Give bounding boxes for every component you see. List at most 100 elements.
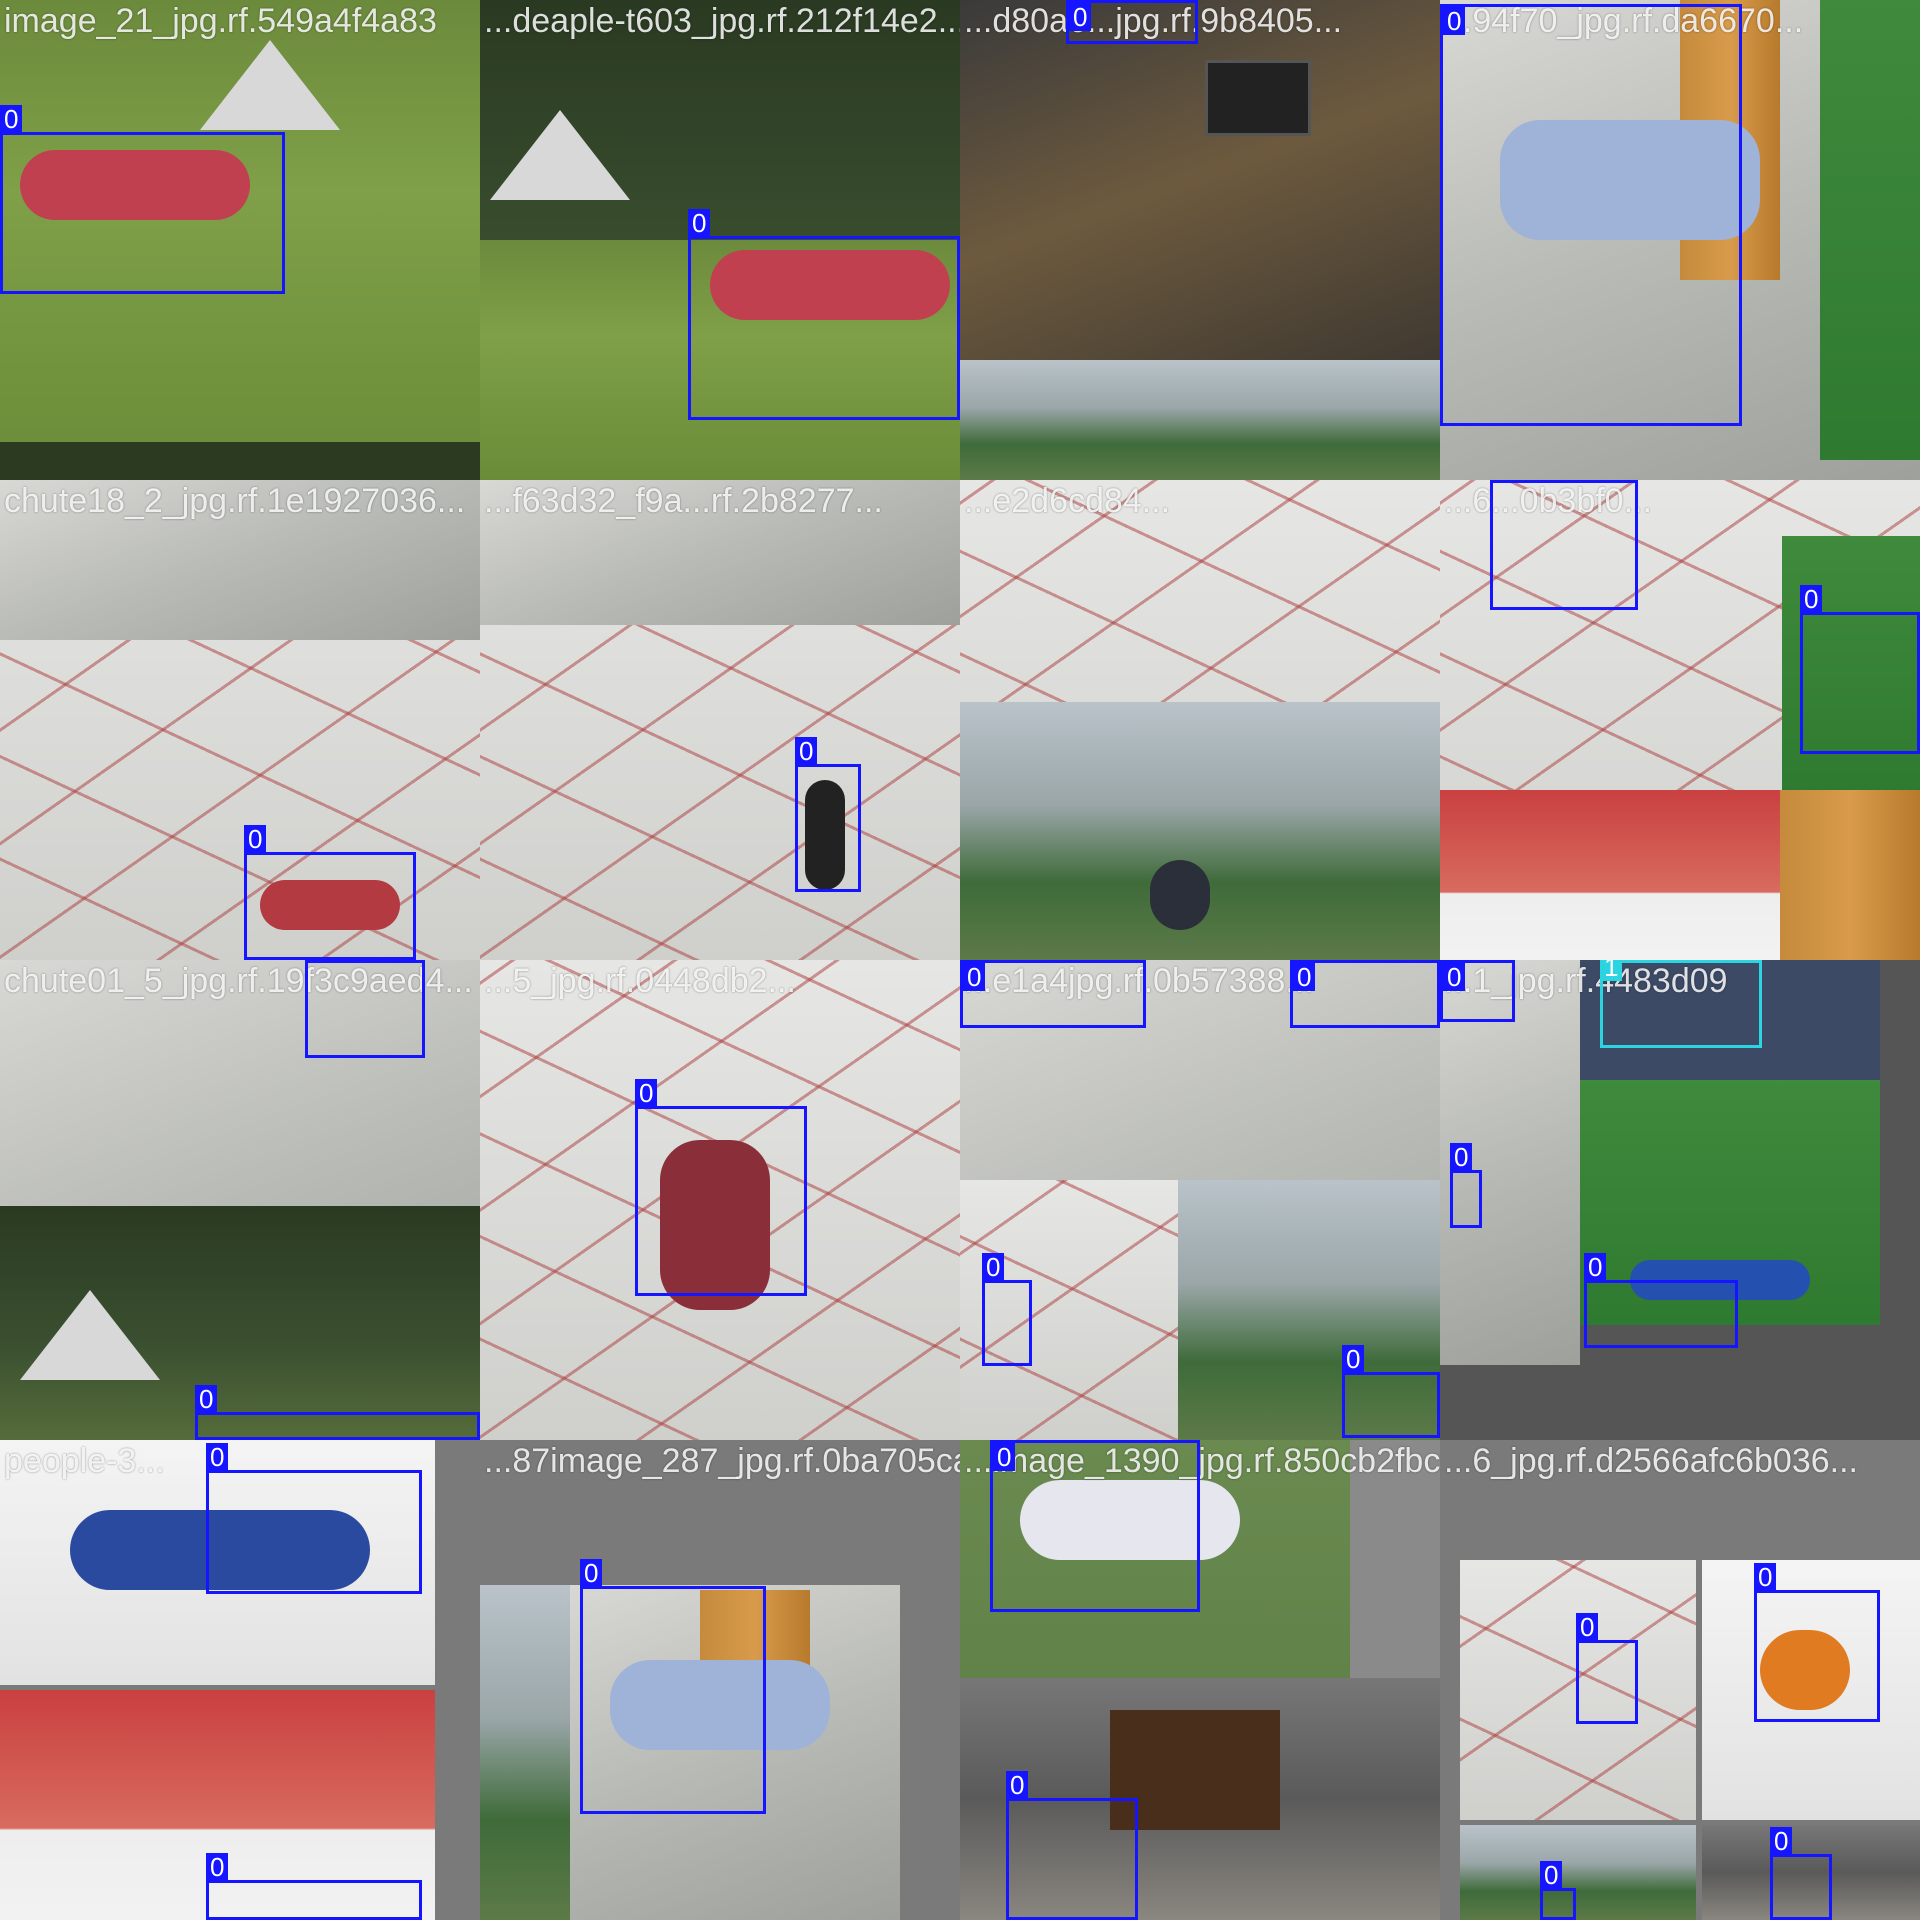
- class-label: 0: [635, 1079, 658, 1107]
- detection-box: 0: [1066, 0, 1198, 44]
- class-label: 0: [244, 825, 267, 853]
- filename-label: ...6_jpg.rf.d2566afc6b036...: [1444, 1442, 1858, 1480]
- filename-label: ...6...0b3bf0...: [1444, 482, 1652, 520]
- street-panel: [1178, 1180, 1440, 1440]
- tile-15: ...image_1390_jpg.rf.850cb2fbc... 0 0: [960, 1440, 1440, 1920]
- class-label: 0: [1443, 963, 1466, 991]
- class-label: 0: [1450, 1143, 1473, 1171]
- detection-box: 0: [244, 825, 416, 960]
- class-label: 0: [195, 1385, 218, 1413]
- tile-16: ...6_jpg.rf.d2566afc6b036... 0 0 0 0: [1440, 1440, 1920, 1920]
- class-label: 0: [1576, 1613, 1599, 1641]
- filename-label: ...e2d6cd84...: [964, 482, 1171, 520]
- tile-10: ...5_jpg.rf.0448db2... 0: [480, 960, 960, 1440]
- filename-label: chute01_5_jpg.rf.19f3c9aed4...: [4, 962, 473, 1000]
- bench: [1110, 1710, 1280, 1830]
- fallen-person: [260, 880, 400, 930]
- filename-label: ...f63d32_f9a...rf.2b8277...: [484, 482, 883, 520]
- tile-7: ...e2d6cd84...: [960, 480, 1440, 960]
- class-label: 0: [1800, 585, 1823, 613]
- class-label: 0: [1069, 3, 1092, 31]
- class-label: 1: [1600, 960, 1623, 981]
- filename-label: people-3...: [4, 1442, 165, 1480]
- door-panel: [1780, 790, 1920, 960]
- detection-box: 0: [960, 960, 1146, 1028]
- tile-11: ...e1a4jpg.rf.0b57388... 0 0 0 0: [960, 960, 1440, 1440]
- class-label: 0: [795, 737, 818, 765]
- detection-box: 0: [795, 737, 861, 892]
- tile-2: ...deaple-t603_jpg.rf.212f14e2... 0: [480, 0, 960, 480]
- detection-box: 0: [1490, 480, 1638, 610]
- fallen-person: [710, 250, 950, 320]
- detection-box: 0: [1584, 1253, 1738, 1348]
- class-label: 0: [206, 1443, 229, 1471]
- fallen-person: [805, 780, 845, 890]
- tile-4: ...94f70_jpg.rf.da6670... 0: [1440, 0, 1920, 480]
- class-label: 0: [0, 105, 23, 133]
- detection-box: 0: [1576, 1613, 1638, 1724]
- filename-label: ...image_1390_jpg.rf.850cb2fbc...: [964, 1442, 1440, 1480]
- tent: [490, 110, 630, 200]
- class-label: 0: [206, 1853, 229, 1881]
- tile-12: ...1_jpg.rf.4483d09 0 1 0 0: [1440, 960, 1920, 1440]
- grey-panel: [1350, 1440, 1440, 1680]
- detection-box: 0: [990, 1440, 1200, 1612]
- tile-3: ...d80a6...jpg.rf.9b8405... 0: [960, 0, 1440, 480]
- detection-box: 0: [580, 1559, 766, 1814]
- top-panel: [480, 480, 960, 625]
- class-label: 0: [1490, 480, 1513, 481]
- detection-box: 0: [0, 105, 285, 294]
- class-label: 0: [580, 1559, 603, 1587]
- detection-box: 0: [1754, 1563, 1880, 1722]
- detection-box: 0: [1290, 960, 1440, 1028]
- bench-panel: [1702, 1825, 1920, 1920]
- filename-label: image_21_jpg.rf.549a4f4a83: [4, 2, 437, 40]
- detection-box: 0: [688, 209, 960, 420]
- office-panel: [960, 1180, 1178, 1440]
- street-strip: [960, 360, 1440, 480]
- filename-label: ...87image_287_jpg.rf.0ba705caf6...: [484, 1442, 960, 1480]
- crouching-person: [1150, 860, 1210, 930]
- filename-label: ...d80a6...jpg.rf.9b8405...: [964, 2, 1343, 40]
- detection-box-class-1: 1: [1600, 960, 1762, 1048]
- detection-box: 0: [1440, 960, 1515, 1022]
- filename-label: ...e1a4jpg.rf.0b57388...: [964, 962, 1314, 1000]
- tile-1: image_21_jpg.rf.549a4f4a83 0: [0, 0, 480, 480]
- top-panel: [0, 480, 480, 640]
- detection-box: 0: [1440, 4, 1742, 426]
- strip: [0, 442, 480, 480]
- tile-6: ...f63d32_f9a...rf.2b8277... 0: [480, 480, 960, 960]
- detection-box: 0: [195, 1385, 480, 1440]
- filename-label: chute18_2_jpg.rf.1e1927036...: [4, 482, 466, 520]
- filename-label: ...1_jpg.rf.4483d09: [1444, 962, 1728, 1000]
- class-label: 0: [1540, 1861, 1563, 1889]
- class-label: 0: [982, 1253, 1005, 1281]
- ski-panel: [1440, 790, 1780, 960]
- fallen-person: [610, 1660, 830, 1750]
- fallen-person: [1500, 120, 1760, 240]
- tile-5: chute18_2_jpg.rf.1e1927036... 0: [0, 480, 480, 960]
- filename-label: ...5_jpg.rf.0448db2...: [484, 962, 796, 1000]
- fallen-person: [660, 1140, 770, 1310]
- detection-box: 0: [206, 1853, 422, 1920]
- class-label: 0: [305, 960, 328, 961]
- detection-box: 0: [1800, 585, 1920, 754]
- detection-box: 0: [635, 1079, 807, 1296]
- tent: [200, 40, 340, 130]
- detection-box: 0: [982, 1253, 1032, 1366]
- street-panel: [1460, 1825, 1696, 1920]
- tent: [20, 1290, 160, 1380]
- tile-14: ...87image_287_jpg.rf.0ba705caf6... 0: [480, 1440, 960, 1920]
- fallen-player: [1020, 1480, 1240, 1560]
- tile-9: chute01_5_jpg.rf.19f3c9aed4... 0 0: [0, 960, 480, 1440]
- class-label: 0: [993, 1443, 1016, 1471]
- monitor: [1205, 60, 1311, 136]
- detection-box: 0: [1540, 1861, 1576, 1920]
- detection-box: 0: [1342, 1345, 1440, 1438]
- class-label: 0: [963, 963, 986, 991]
- class-label: 0: [1006, 1771, 1029, 1799]
- detection-box: 0: [206, 1443, 422, 1594]
- detection-box: 0: [1770, 1827, 1832, 1920]
- tile-8: ...6...0b3bf0... 0 0: [1440, 480, 1920, 960]
